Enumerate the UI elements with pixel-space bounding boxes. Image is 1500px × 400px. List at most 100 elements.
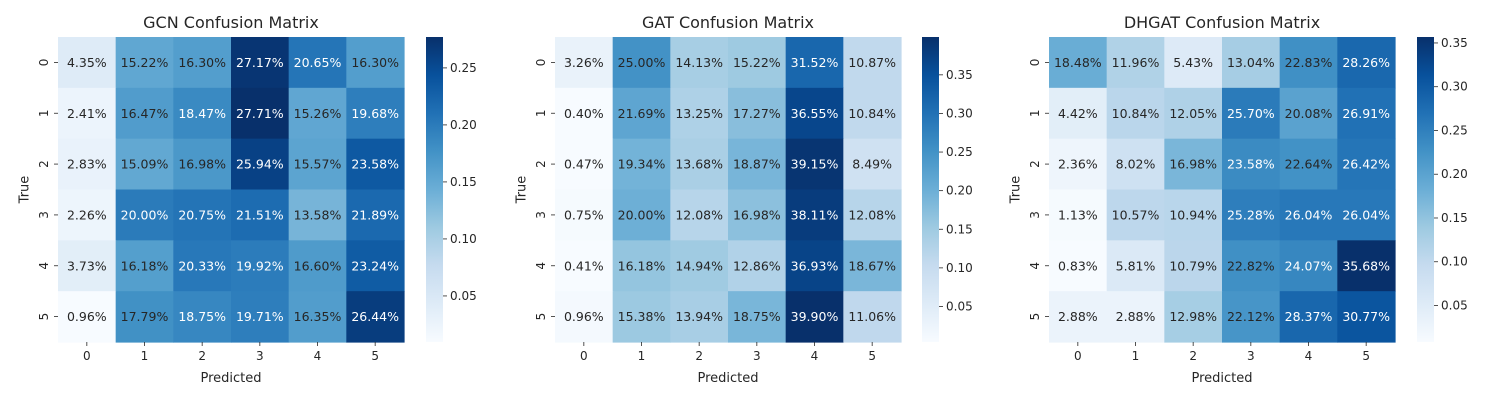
heatmap-cell xyxy=(670,87,729,140)
cell-value-label: 36.55% xyxy=(791,106,839,121)
cell-value-label: 20.65% xyxy=(294,55,342,70)
heatmap-cell xyxy=(58,37,117,89)
heatmap-cell xyxy=(1222,138,1281,191)
heatmap-cell xyxy=(1106,138,1165,191)
colorbar: 0.05 0.10 0.15 0.20 0.25 xyxy=(426,37,477,342)
cell-value-label: 22.82% xyxy=(1227,258,1275,273)
cell-value-label: 31.52% xyxy=(791,55,839,70)
heatmap-cell xyxy=(1337,189,1396,241)
x-axis-label: Predicted xyxy=(1191,371,1252,386)
cell-value-label: 5.81% xyxy=(1116,258,1156,273)
cell-value-label: 2.88% xyxy=(1116,309,1156,324)
y-tick-label: 3 xyxy=(1028,211,1042,219)
colorbar-tick-label: 0.20 xyxy=(946,184,973,198)
heatmap-cell xyxy=(346,37,405,89)
colorbar-tick-label: 0.15 xyxy=(946,222,973,236)
cell-value-label: 18.87% xyxy=(733,157,781,172)
heatmap-cell xyxy=(346,240,405,292)
heatmap-cell xyxy=(1279,291,1338,343)
y-tick-label: 4 xyxy=(534,262,548,270)
heatmap-cell xyxy=(1106,189,1165,241)
cell-value-label: 3.26% xyxy=(564,55,604,70)
heatmap-cells: 3.26% 25.00% 14.13% 15.22% 31.52% 10.87% 0.40%… xyxy=(555,37,902,343)
colorbar-tick-label: 0.15 xyxy=(450,175,477,189)
heatmap-cell xyxy=(115,189,174,241)
cell-value-label: 16.30% xyxy=(351,55,399,70)
cell-value-label: 13.25% xyxy=(675,106,723,121)
cell-value-label: 16.30% xyxy=(178,55,226,70)
heatmap-cell xyxy=(843,87,902,140)
heatmap-cell xyxy=(1049,291,1108,343)
heatmap-cell xyxy=(58,87,117,140)
heatmap-cell xyxy=(1337,37,1396,89)
heatmap-cell xyxy=(1222,87,1281,140)
cell-value-label: 18.75% xyxy=(178,309,226,324)
cell-value-label: 18.67% xyxy=(848,258,896,273)
cell-value-label: 25.28% xyxy=(1227,207,1275,222)
y-tick-label: 2 xyxy=(37,160,51,168)
cell-value-label: 20.00% xyxy=(618,207,666,222)
y-tick-label: 1 xyxy=(534,109,548,117)
y-tick-label: 5 xyxy=(37,313,51,321)
cell-value-label: 14.94% xyxy=(675,258,723,273)
cell-value-label: 0.40% xyxy=(564,106,604,121)
heatmap-cell xyxy=(1106,37,1165,89)
heatmap-cell xyxy=(843,189,902,241)
cell-value-label: 0.41% xyxy=(564,258,604,273)
cell-value-label: 10.84% xyxy=(1112,106,1160,121)
heatmap-cell xyxy=(728,37,787,89)
cell-value-label: 17.27% xyxy=(733,106,781,121)
heatmap-cell xyxy=(173,37,232,89)
cell-value-label: 12.08% xyxy=(675,207,723,222)
heatmap-cell xyxy=(231,240,290,292)
cell-value-label: 21.89% xyxy=(351,207,399,222)
cell-value-label: 23.24% xyxy=(351,258,399,273)
heatmap-cell xyxy=(1337,87,1396,140)
cell-value-label: 4.42% xyxy=(1058,106,1098,121)
cell-value-label: 16.18% xyxy=(618,258,666,273)
cell-value-label: 14.13% xyxy=(675,55,723,70)
cell-value-label: 12.08% xyxy=(848,207,896,222)
heatmap-cell xyxy=(785,37,844,89)
heatmap-cell xyxy=(1164,189,1223,241)
cell-value-label: 2.26% xyxy=(67,207,107,222)
y-tick-label: 5 xyxy=(534,313,548,321)
heatmap-cell xyxy=(1106,240,1165,292)
x-tick-label: 4 xyxy=(1305,349,1313,363)
cell-value-label: 16.47% xyxy=(121,106,169,121)
cell-value-label: 10.84% xyxy=(848,106,896,121)
colorbar-tick-label: 0.35 xyxy=(1441,36,1468,50)
cell-value-label: 10.94% xyxy=(1169,207,1217,222)
y-tick-label: 3 xyxy=(37,211,51,219)
heatmap-cell xyxy=(231,138,290,191)
cell-value-label: 8.02% xyxy=(1116,157,1156,172)
y-tick-label: 4 xyxy=(37,262,51,270)
heatmap-cell xyxy=(288,87,347,140)
heatmap-cell xyxy=(1049,189,1108,241)
heatmap-cell xyxy=(1279,138,1338,191)
colorbar-tick-label: 0.30 xyxy=(1441,80,1468,94)
heatmap-cell xyxy=(728,189,787,241)
y-tick-label: 4 xyxy=(1028,262,1042,270)
colorbar-tick-label: 0.05 xyxy=(450,289,477,303)
cell-value-label: 22.64% xyxy=(1285,157,1333,172)
heatmap-cell xyxy=(1222,291,1281,343)
y-tick-label: 1 xyxy=(37,109,51,117)
cell-value-label: 15.09% xyxy=(121,157,169,172)
cell-value-label: 22.83% xyxy=(1285,55,1333,70)
y-tick-label: 3 xyxy=(534,211,548,219)
cell-value-label: 26.91% xyxy=(1342,106,1390,121)
heatmap-cell xyxy=(115,291,174,343)
cell-value-label: 18.75% xyxy=(733,309,781,324)
colorbar: 0.05 0.10 0.15 0.20 0.25 0.30 0.35 xyxy=(922,37,973,342)
heatmap-cell xyxy=(843,291,902,343)
heatmap-cell xyxy=(1049,240,1108,292)
cell-value-label: 15.26% xyxy=(294,106,342,121)
heatmap-cell xyxy=(843,138,902,191)
cell-value-label: 38.11% xyxy=(791,207,839,222)
cell-value-label: 0.83% xyxy=(1058,258,1098,273)
cell-value-label: 20.08% xyxy=(1285,106,1333,121)
heatmap-cell xyxy=(58,189,117,241)
